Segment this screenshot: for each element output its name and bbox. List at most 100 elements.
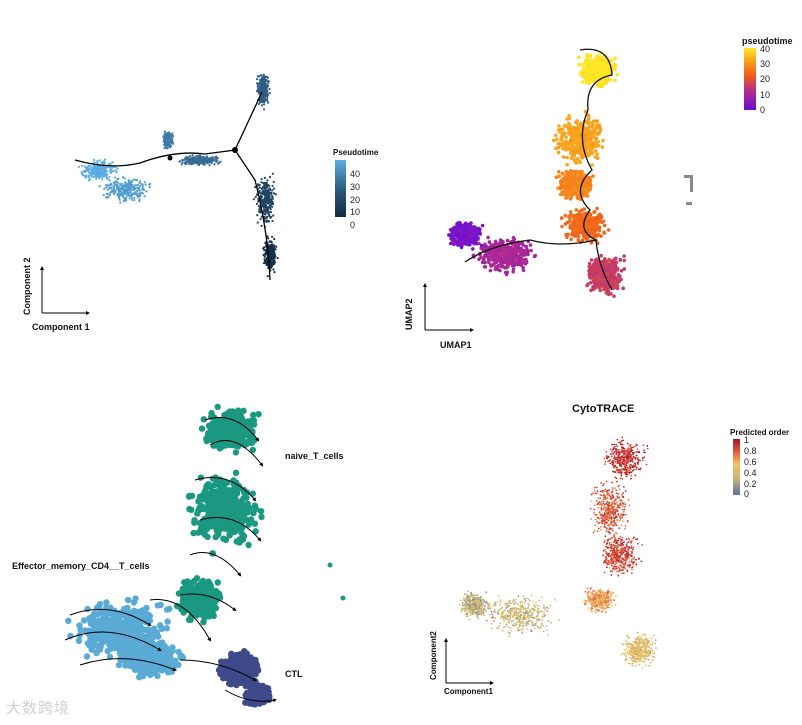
cell-point — [136, 192, 139, 195]
cell-point — [96, 168, 99, 171]
cell-point — [90, 174, 93, 177]
cell-point — [579, 223, 583, 228]
cell-point — [593, 227, 597, 232]
p1-legend-tick: 30 — [350, 182, 360, 192]
cell-point — [477, 226, 481, 231]
cell-point — [266, 215, 269, 218]
cell-point — [615, 72, 620, 77]
cell-point — [260, 178, 263, 181]
cell-point — [505, 263, 510, 267]
cell-point — [255, 89, 258, 93]
cell-point — [262, 108, 266, 111]
cell-point — [166, 134, 169, 137]
cell-point — [585, 283, 589, 288]
cell-point — [261, 81, 264, 84]
cell-point — [112, 186, 115, 189]
cell-point — [141, 183, 144, 186]
cell-point — [271, 195, 274, 198]
cell-point — [520, 257, 525, 262]
cell-point — [262, 73, 265, 76]
cell-point — [105, 184, 108, 187]
cell-point — [95, 161, 98, 164]
cell-point — [554, 175, 559, 179]
p1-legend-tick: 40 — [350, 169, 360, 179]
cell-point — [565, 117, 569, 121]
cell-point — [102, 162, 105, 165]
cell-point — [78, 165, 81, 168]
cell-point — [264, 90, 267, 93]
cell-point — [613, 285, 618, 289]
cell-point — [600, 145, 605, 149]
cell-point — [195, 154, 198, 157]
cell-point — [494, 260, 499, 265]
cell-point — [271, 219, 274, 223]
cell-point — [471, 247, 475, 251]
cell-point — [273, 237, 276, 241]
cell-point — [207, 158, 210, 162]
cell-point — [609, 292, 613, 296]
cell-point — [566, 127, 571, 132]
cell-point — [193, 157, 196, 160]
cell-point — [577, 219, 582, 224]
cell-point — [267, 188, 270, 191]
cell-point — [560, 180, 565, 184]
cell-point — [564, 175, 569, 179]
cell-point — [273, 257, 276, 260]
cell-point — [107, 184, 110, 187]
cell-point — [572, 128, 577, 132]
cell-point — [105, 186, 108, 189]
cell-point — [264, 201, 267, 204]
cell-point — [268, 206, 271, 209]
cell-point — [264, 95, 267, 98]
cell-point — [595, 156, 600, 160]
cell-point — [454, 229, 458, 233]
cell-point — [587, 272, 592, 276]
cell-point — [505, 238, 510, 243]
cell-point — [594, 60, 598, 65]
cell-point — [264, 261, 268, 264]
p1-legend-tick: 0 — [350, 220, 355, 230]
cell-point — [261, 192, 264, 195]
cell-point — [125, 183, 129, 186]
cell-point — [559, 138, 563, 142]
cell-point — [198, 425, 206, 432]
p2-xlabel: UMAP1 — [440, 340, 472, 350]
cell-point — [267, 195, 270, 198]
cell-point — [576, 180, 581, 185]
cell-point — [272, 214, 275, 217]
cell-point — [262, 189, 265, 192]
cell-point — [482, 264, 487, 269]
p2-outlier-points — [686, 202, 692, 205]
cell-point — [118, 192, 121, 195]
cell-point — [492, 243, 496, 247]
cell-point — [573, 216, 577, 221]
cell-point — [143, 181, 146, 184]
cell-point — [105, 196, 108, 199]
cell-point — [135, 184, 138, 187]
cell-point — [587, 228, 591, 233]
cell-point — [81, 173, 84, 176]
cell-point — [589, 258, 594, 262]
cell-point — [499, 251, 504, 255]
cell-point — [122, 195, 125, 198]
cell-point — [472, 228, 477, 233]
cell-point — [524, 260, 529, 265]
cell-point — [118, 190, 121, 193]
cell-point — [205, 162, 209, 165]
cell-point — [170, 139, 173, 142]
cell-point — [593, 144, 597, 149]
cell-point — [83, 171, 86, 174]
panel-monocle-trajectory: Component 1 Component 2 Pseudotime 40 30… — [22, 73, 379, 332]
cell-point — [263, 208, 266, 211]
cell-point — [533, 253, 538, 258]
cell-point — [609, 58, 614, 63]
cell-point — [472, 225, 476, 230]
cell-point — [572, 233, 577, 238]
cell-point — [191, 154, 194, 157]
cell-point — [597, 131, 601, 135]
cell-point — [262, 76, 265, 80]
cell-point — [260, 224, 263, 227]
cell-point — [215, 160, 218, 164]
cell-point — [563, 222, 568, 226]
cell-point — [252, 198, 255, 201]
